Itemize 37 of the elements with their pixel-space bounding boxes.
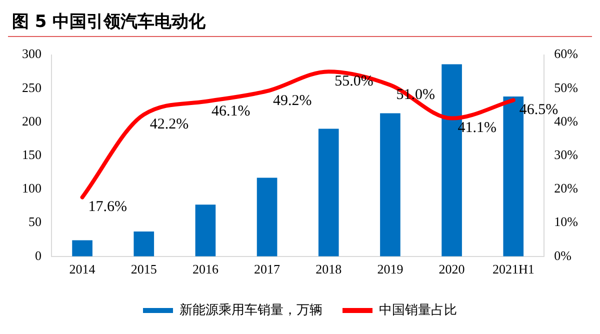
bar (256, 178, 278, 256)
x-tick-label: 2017 (254, 262, 281, 277)
data-label: 55.0% (334, 74, 374, 90)
y-tick-label: 200 (22, 113, 42, 128)
y2-tick-label: 10% (554, 214, 578, 230)
bar (195, 204, 216, 256)
x-tick-label: 2021H1 (492, 262, 534, 277)
chart-title: 图 5 中国引领汽车电动化 (8, 8, 592, 37)
x-tick-label: 2015 (130, 262, 157, 277)
y2-tick-label: 0% (554, 248, 572, 263)
data-label: 17.6% (88, 199, 128, 216)
y-tick-label: 250 (22, 80, 42, 95)
y2-tick-label: 60% (554, 46, 578, 62)
y2-tick-label: 50% (554, 80, 578, 95)
x-tick-label: 2020 (438, 262, 465, 277)
x-tick-label: 2016 (192, 262, 219, 277)
legend-label: 中国销量占比 (379, 302, 457, 317)
y2-tick-label: 40% (554, 113, 578, 128)
x-tick-label: 2018 (316, 262, 342, 277)
bar (134, 232, 154, 256)
y2-tick-label: 30% (554, 147, 578, 162)
y-tick-label: 150 (22, 147, 42, 162)
y-tick-label: 0 (35, 248, 42, 263)
bar (72, 240, 92, 256)
data-label: 42.2% (150, 116, 189, 133)
data-label: 49.2% (273, 93, 312, 110)
bar (318, 128, 339, 256)
y2-tick-label: 20% (554, 180, 578, 196)
y-tick-label: 100 (22, 180, 42, 196)
bar (380, 113, 400, 256)
x-tick-label: 2014 (69, 262, 96, 277)
data-label: 46.1% (211, 103, 250, 120)
line-series (80, 70, 516, 200)
x-tick-label: 2019 (377, 262, 404, 277)
legend-label: 新能源乘用车销量，万辆 (180, 302, 322, 317)
y-tick-label: 300 (22, 46, 42, 62)
y-tick-label: 50 (28, 214, 42, 230)
